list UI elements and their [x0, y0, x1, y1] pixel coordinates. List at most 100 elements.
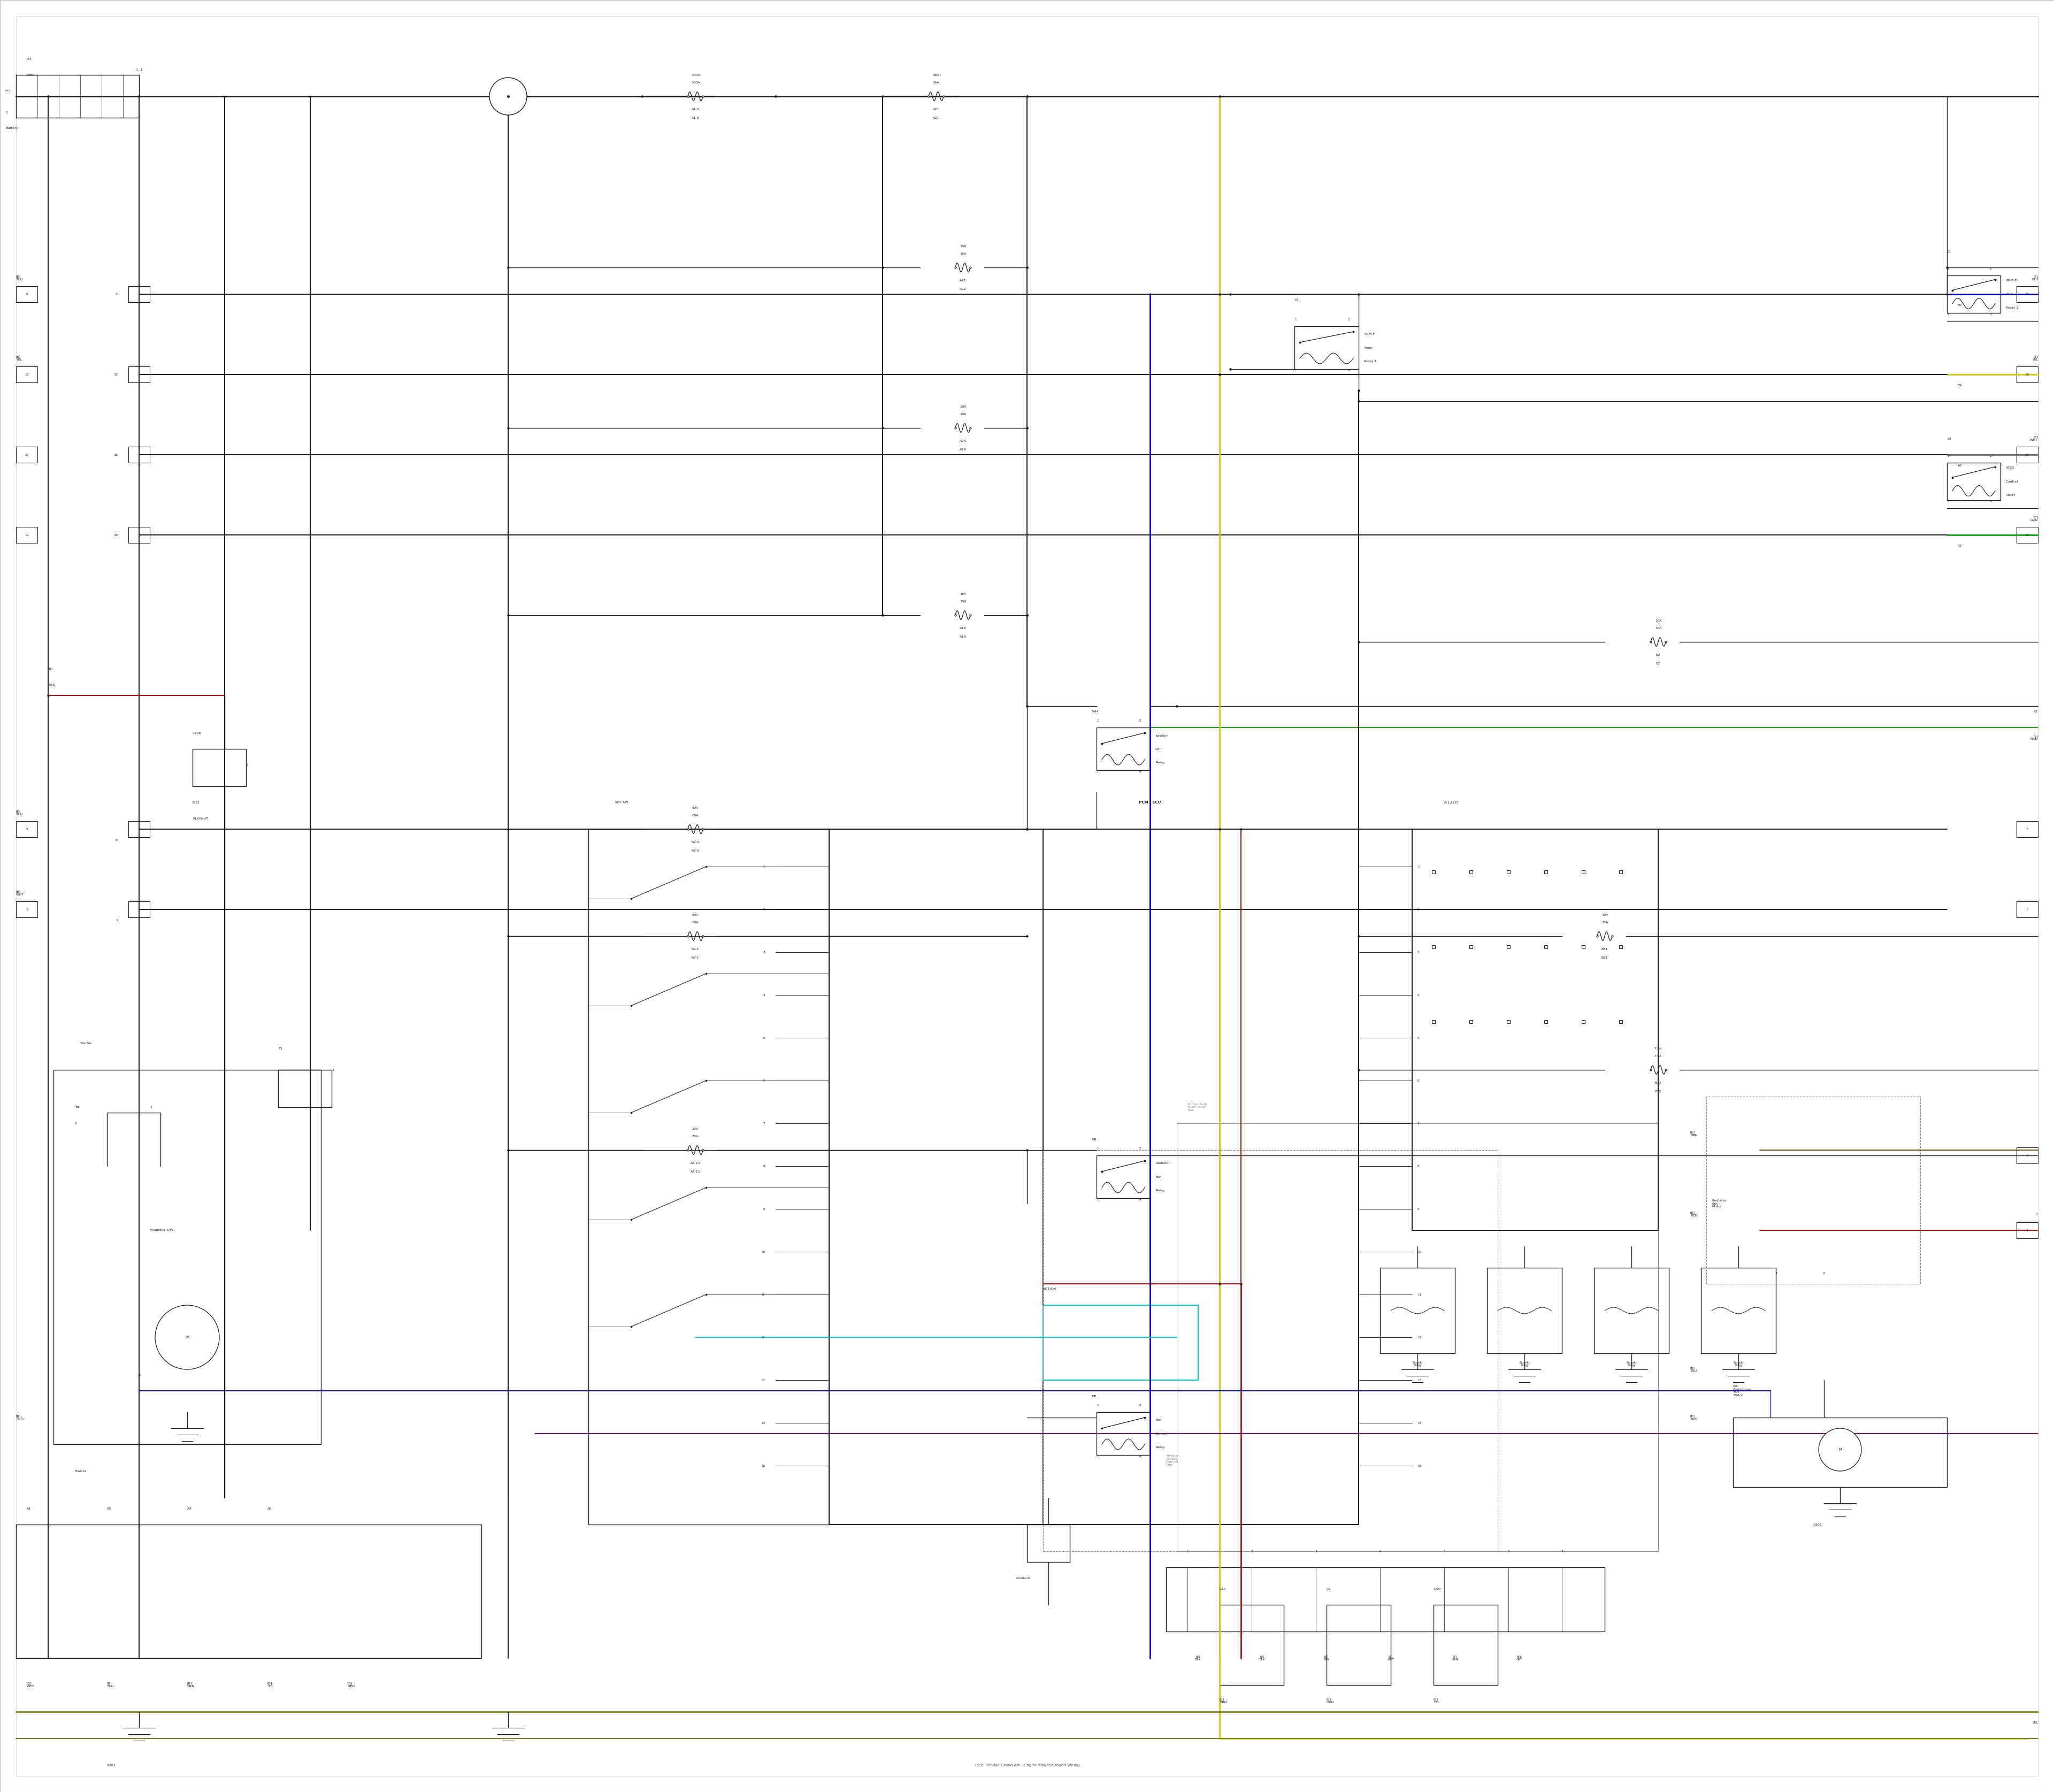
Bar — [1434, 1606, 1497, 1684]
Text: 12: 12 — [1619, 946, 1623, 948]
Text: Ignition: Ignition — [1154, 735, 1169, 737]
Text: 1: 1 — [246, 763, 249, 767]
Text: 7.5A: 7.5A — [1653, 1055, 1662, 1057]
Text: T4: T4 — [74, 1106, 80, 1109]
Text: 1: 1 — [150, 1106, 152, 1109]
Bar — [1043, 830, 1358, 1525]
Bar — [16, 287, 37, 303]
Text: 2: 2 — [2036, 1213, 2038, 1215]
Bar — [127, 446, 150, 462]
Text: B12: B12 — [1656, 1082, 1662, 1084]
Text: 15: 15 — [762, 1464, 764, 1468]
Text: [B]
GRY: [B] GRY — [1516, 1656, 1522, 1661]
Text: WHT: WHT — [27, 73, 35, 77]
Bar — [1097, 728, 1150, 771]
Text: 28: 28 — [113, 453, 117, 455]
Text: 17: 17 — [1582, 1020, 1586, 1023]
Text: Starter: Starter — [74, 1469, 86, 1473]
Text: 15A: 15A — [959, 246, 965, 247]
Text: 100A: 100A — [690, 73, 700, 77]
Bar — [16, 75, 140, 118]
Bar — [16, 366, 37, 382]
Text: S: S — [74, 1122, 78, 1125]
Text: 10: 10 — [762, 1251, 764, 1253]
Circle shape — [156, 1305, 220, 1369]
Text: 1  1: 1 1 — [136, 68, 142, 72]
Bar — [1947, 276, 2001, 314]
Text: 60A: 60A — [692, 806, 698, 808]
Text: 60A: 60A — [692, 814, 698, 817]
Bar — [127, 366, 150, 382]
Bar — [2017, 1147, 2038, 1163]
Bar — [1097, 1156, 1150, 1199]
Text: [B]
BLK: [B] BLK — [1259, 1656, 1265, 1661]
Bar — [2017, 366, 2038, 382]
Text: A/C
Condenser
Fan
Motor: A/C Condenser Fan Motor — [1734, 1385, 1752, 1396]
Bar — [277, 1070, 331, 1107]
Bar — [53, 1070, 320, 1444]
Text: 1: 1 — [331, 1068, 335, 1072]
Text: [E]
BLU: [E] BLU — [2031, 276, 2038, 281]
Text: Under-Dash
Fuse/Relay
Box: Under-Dash Fuse/Relay Box — [1187, 1102, 1208, 1111]
Text: [E]
BLU: [E] BLU — [16, 276, 23, 281]
Text: Magnetic S/W: Magnetic S/W — [150, 1229, 173, 1231]
Text: [E]
GRN: [E] GRN — [2031, 516, 2038, 521]
Text: [E]
YEL: [E] YEL — [2031, 355, 2038, 362]
Text: Coil: Coil — [1154, 747, 1163, 751]
Text: Relay: Relay — [1154, 1446, 1165, 1448]
Text: [B]
YEL: [B] YEL — [267, 1683, 273, 1688]
Text: 60A: 60A — [692, 914, 698, 916]
Text: Relay: Relay — [2007, 493, 2015, 496]
Text: [E]
RED: [E] RED — [1690, 1211, 1697, 1217]
Text: M: M — [185, 1335, 189, 1339]
Bar — [1701, 1267, 1777, 1353]
Text: 1: 1 — [115, 919, 117, 921]
Text: PGM-FI: PGM-FI — [2007, 280, 2017, 281]
Text: 6: 6 — [140, 1373, 142, 1376]
Bar — [1947, 462, 2001, 500]
Text: [E]
WHT: [E] WHT — [2029, 435, 2038, 441]
Bar — [1177, 1124, 1658, 1552]
Text: 11: 11 — [1417, 1294, 1421, 1296]
Text: 60A: 60A — [692, 921, 698, 925]
Text: 20A: 20A — [692, 1136, 698, 1138]
Bar — [2017, 821, 2038, 837]
Bar — [1043, 1305, 1197, 1380]
Text: 14: 14 — [762, 1421, 764, 1425]
Bar — [16, 1525, 481, 1658]
Circle shape — [1818, 1428, 1861, 1471]
Bar — [1327, 1606, 1391, 1684]
Text: 13: 13 — [1432, 1020, 1436, 1023]
Text: A22: A22 — [959, 280, 965, 281]
Text: [B]
WHT: [B] WHT — [1386, 1656, 1395, 1661]
Text: [E]: [E] — [47, 667, 53, 670]
Text: Main: Main — [2007, 292, 2015, 296]
Text: T1: T1 — [277, 1047, 283, 1050]
Text: G301: G301 — [1814, 1523, 1822, 1525]
Text: Diode B: Diode B — [1017, 1577, 1029, 1579]
Bar — [1487, 1267, 1561, 1353]
Text: 10: 10 — [1545, 946, 1547, 948]
Text: 10A: 10A — [1656, 627, 1662, 629]
Text: Main: Main — [1364, 346, 1372, 349]
Text: 10A: 10A — [959, 405, 965, 409]
Text: A4: A4 — [187, 1507, 191, 1511]
Text: A1-5: A1-5 — [692, 116, 698, 118]
Text: Battery: Battery — [6, 127, 18, 129]
Text: A1-5: A1-5 — [692, 108, 698, 111]
Text: Relay 2: Relay 2 — [2007, 306, 2019, 308]
Text: 12: 12 — [113, 373, 117, 376]
Bar — [1043, 1150, 1497, 1552]
Text: 12: 12 — [1417, 1337, 1421, 1339]
Bar — [127, 287, 150, 303]
Text: A29: A29 — [959, 441, 965, 443]
Text: 59: 59 — [2025, 373, 2029, 376]
Bar — [16, 527, 37, 543]
Text: C17: C17 — [1220, 1588, 1226, 1590]
Bar — [127, 901, 150, 918]
Bar — [1167, 1568, 1604, 1631]
Text: [E]
GRN: [E] GRN — [2031, 735, 2038, 742]
Text: Spark
Plug: Spark Plug — [1627, 1362, 1637, 1367]
Text: [EE]: [EE] — [193, 801, 199, 805]
Text: 15: 15 — [1417, 1464, 1421, 1468]
